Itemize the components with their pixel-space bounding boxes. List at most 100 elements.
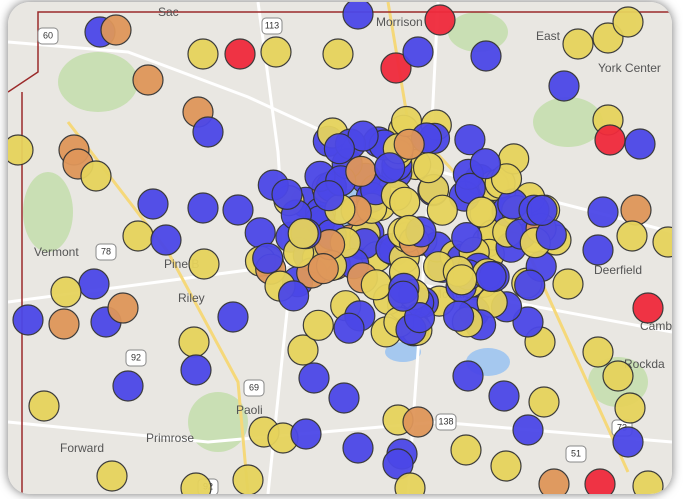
map-marker [50,276,82,308]
map-marker [450,434,482,466]
map-marker [393,128,425,160]
map-marker [602,360,634,392]
map-marker [313,180,345,212]
map-marker [620,194,652,226]
map-marker [333,312,365,344]
map-marker [48,308,80,340]
map-marker [278,280,310,312]
map-marker [426,194,458,226]
map-marker [132,64,164,96]
map-marker [584,468,616,494]
map-marker [178,326,210,358]
map-marker [290,418,322,450]
map-marker [28,390,60,422]
map-marker [469,148,501,180]
map-marker [454,124,486,156]
map-marker [403,302,436,334]
map-marker [8,134,34,166]
road-number: 78 [101,246,111,256]
map-marker [393,214,425,247]
road-shield [37,27,59,45]
map-marker [562,28,594,60]
map-marker [287,334,319,366]
map-marker [187,38,219,70]
map-marker [394,472,426,494]
map-marker [632,470,664,494]
road-shield [565,445,587,463]
map-marker [552,268,584,300]
place-label: Deerfield [594,263,642,277]
place-label: Forward [60,441,104,455]
map-marker [594,124,626,156]
road-number: 92 [131,352,141,362]
map-marker [465,196,498,228]
map-marker [582,336,614,368]
map-marker [302,309,334,341]
map-marker [587,196,619,228]
place-label: York Center [598,61,661,75]
map-marker [402,36,434,68]
map-marker [387,280,419,312]
map-marker [490,450,522,482]
map-marker [582,234,614,266]
map-marker [380,52,412,84]
road-shield [261,17,283,35]
road-number: 73 [617,422,627,432]
map-marker [612,6,644,38]
map-marker [187,192,219,224]
map-marker [342,2,374,30]
road-shield [243,379,265,397]
place-label: Sac [158,5,179,19]
map-marker [470,40,502,72]
map-marker [345,155,377,187]
map-marker [614,392,646,424]
map-marker [100,14,132,46]
map-marker [112,370,144,402]
map-marker [512,306,544,338]
map-marker [612,426,644,458]
map-marker [322,38,354,70]
map-marker [222,194,254,226]
map-marker [224,38,256,70]
map-marker [192,116,224,148]
map-marker [137,188,169,220]
place-label: Vermont [34,245,79,259]
place-label: Paoli [236,403,263,417]
map-marker [260,36,292,68]
map-marker [298,362,330,394]
map-marker [548,70,580,102]
place-label: Morrison [376,15,423,29]
map-marker [528,386,560,418]
map-marker [122,220,154,252]
map-marker [12,304,44,336]
place-label: East [536,29,561,43]
road-shield [435,413,457,431]
map-marker [150,224,182,256]
map-marker [78,268,110,300]
map-marker [217,301,249,333]
map-marker [488,380,520,412]
map-marker [107,292,139,324]
map-marker [475,260,507,293]
map-marker [360,269,392,301]
map-marker [342,432,374,464]
map-marker [452,360,484,392]
map-marker [652,226,672,258]
map-marker [512,414,544,446]
map-marker [180,354,212,386]
map-marker [307,253,339,285]
map-marker [412,152,445,184]
map-marker [180,472,212,494]
map-marker [232,464,264,494]
map-marker [328,382,360,414]
road-number: 60 [43,30,53,40]
map-marker [374,152,406,184]
map-marker [389,186,421,218]
map-marker [616,220,648,252]
map-marker [451,222,483,254]
map-marker [446,264,478,296]
place-label: Rockda [624,357,665,371]
map-marker [323,133,355,165]
